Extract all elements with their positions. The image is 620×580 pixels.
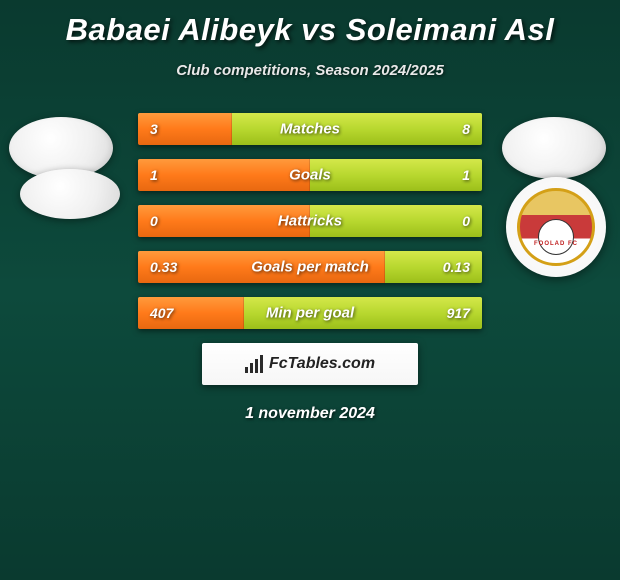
stat-bar-right [232,113,482,145]
stat-bar-right [310,205,482,237]
subtitle: Club competitions, Season 2024/2025 [0,62,620,79]
stat-row: 11Goals [138,159,482,191]
player-left-club-avatar [20,169,120,219]
stat-row: 00Hattricks [138,205,482,237]
stat-bar-right [310,159,482,191]
stat-value-right: 8 [462,121,470,137]
branding-box: FcTables.com [202,343,418,385]
club-badge-inner: FOOLAD FC [517,188,595,266]
stat-value-left: 0.33 [150,259,177,275]
player-right-avatar [502,117,606,179]
stat-value-right: 917 [447,305,470,321]
stat-value-right: 0.13 [443,259,470,275]
footer-date: 1 november 2024 [0,405,620,423]
stat-row: 38Matches [138,113,482,145]
comparison-content: FOOLAD FC 38Matches11Goals00Hattricks0.3… [0,111,620,423]
stat-value-left: 3 [150,121,158,137]
comparison-bars: 38Matches11Goals00Hattricks0.330.13Goals… [138,111,482,329]
stat-value-left: 1 [150,167,158,183]
stat-value-right: 1 [462,167,470,183]
stat-bar-left [138,159,310,191]
stat-row: 0.330.13Goals per match [138,251,482,283]
stat-bar-left [138,205,310,237]
page-title: Babaei Alibeyk vs Soleimani Asl [0,0,620,48]
stat-row: 407917Min per goal [138,297,482,329]
player-right-club-badge: FOOLAD FC [506,177,606,277]
club-badge-label: FOOLAD FC [521,241,591,261]
bar-chart-icon [245,355,263,373]
stat-value-left: 407 [150,305,173,321]
branding-text: FcTables.com [269,355,375,373]
stat-value-right: 0 [462,213,470,229]
stat-value-left: 0 [150,213,158,229]
